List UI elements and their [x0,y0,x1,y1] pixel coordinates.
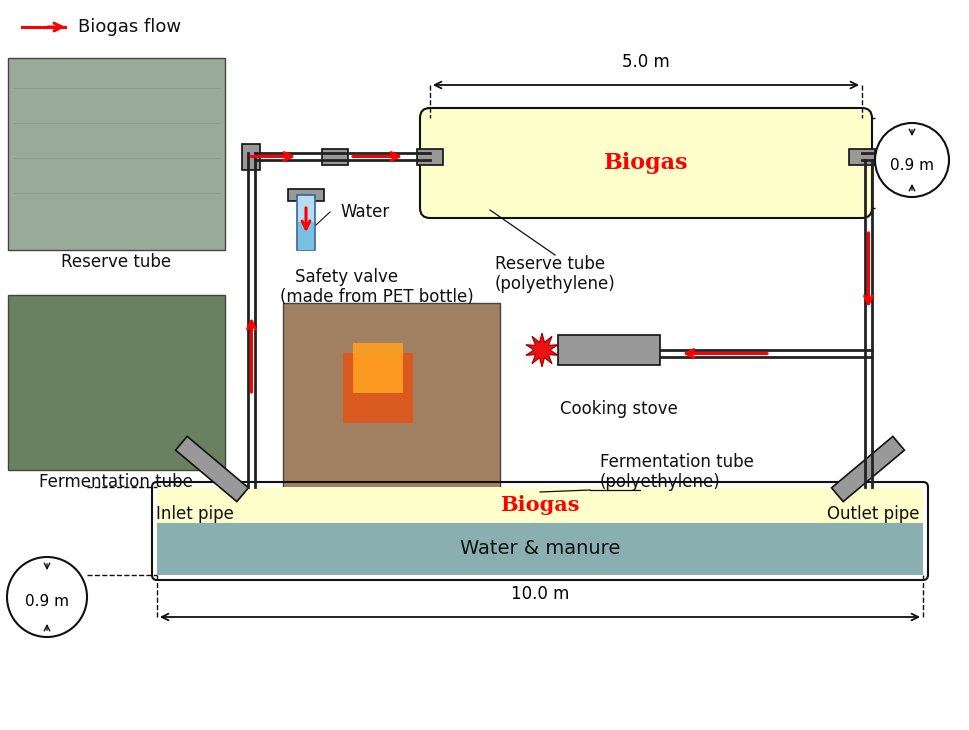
Bar [8,295,225,470]
Text: Biogas flow: Biogas flow [78,18,181,36]
Bar [343,353,413,423]
Text: 5.0 m: 5.0 m [621,53,670,71]
Text: Outlet pipe: Outlet pipe [827,505,919,523]
Text: (made from PET bottle): (made from PET bottle) [280,288,473,306]
Text: 0.9 m: 0.9 m [890,158,933,172]
Bar [157,487,922,523]
Text: Safety valve: Safety valve [295,268,397,286]
Text: Fermentation tube: Fermentation tube [600,453,753,471]
Text: Cooking stove: Cooking stove [559,400,677,418]
Text: Reserve tube: Reserve tube [494,255,605,273]
Text: Fermentation tube: Fermentation tube [39,473,193,491]
Bar [242,144,261,169]
Text: Biogas: Biogas [500,495,579,515]
Bar [353,343,402,393]
FancyBboxPatch shape [420,108,871,218]
Bar [157,523,922,575]
Bar [848,148,874,164]
Bar [830,437,903,502]
Polygon shape [525,333,557,367]
Text: Biogas: Biogas [603,152,688,174]
Bar [297,222,314,250]
Bar [288,189,324,201]
Bar [297,195,315,250]
Text: Reserve tube: Reserve tube [61,253,171,271]
Bar [417,148,443,164]
Text: Water: Water [340,203,389,221]
Text: (polyethylene): (polyethylene) [494,275,615,293]
Text: 10.0 m: 10.0 m [511,585,569,603]
Text: Water & manure: Water & manure [459,539,619,558]
Bar [322,148,348,164]
Bar [557,335,659,365]
Bar [175,437,248,502]
Text: Inlet pipe: Inlet pipe [156,505,234,523]
Text: 0.9 m: 0.9 m [25,593,69,609]
Bar [8,58,225,250]
Bar [283,303,499,500]
Text: (polyethylene): (polyethylene) [600,473,720,491]
